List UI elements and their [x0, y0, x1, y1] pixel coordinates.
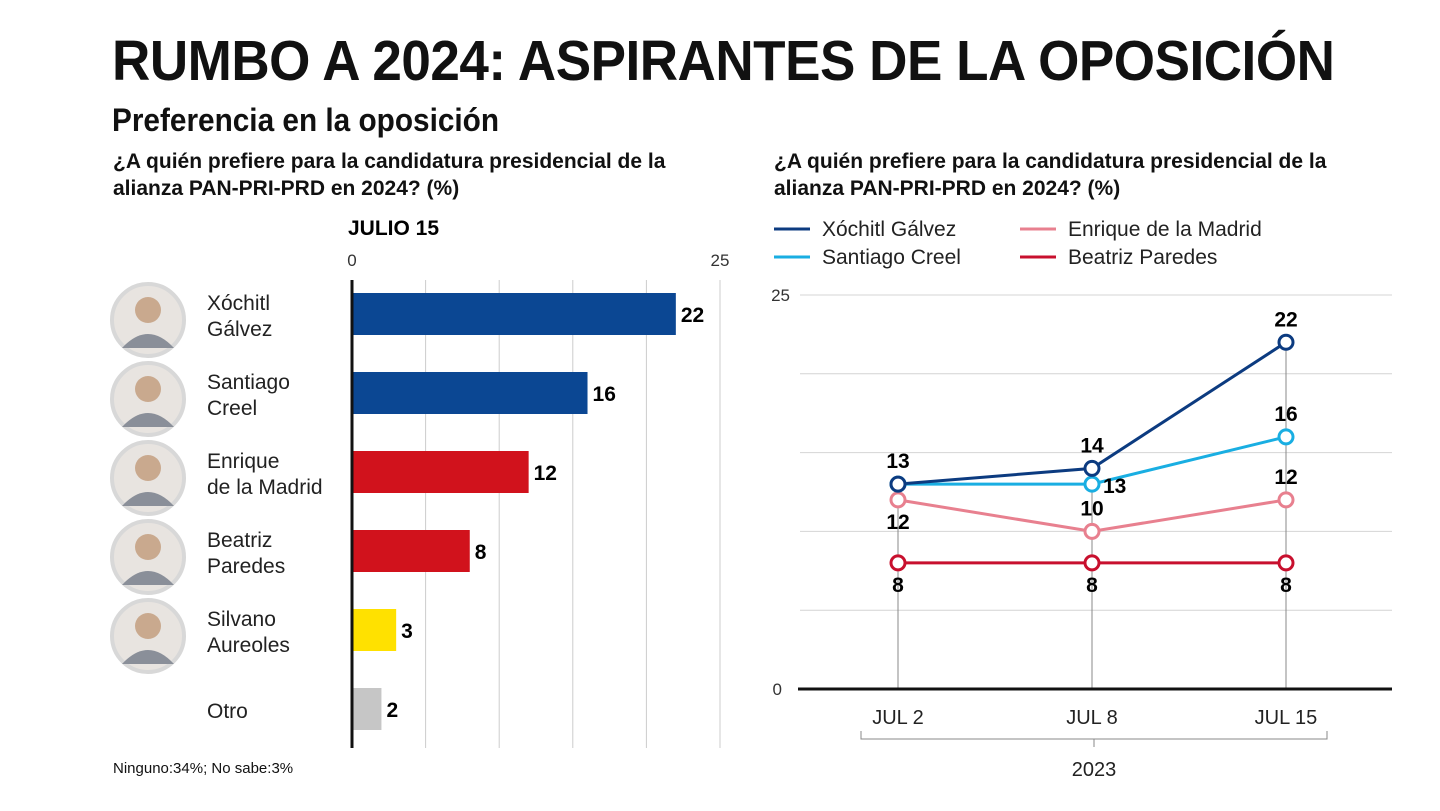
category-label: de la Madrid — [207, 476, 323, 499]
legend-label: Enrique de la Madrid — [1068, 218, 1262, 241]
category-label: Xóchitl — [207, 292, 270, 315]
data-point — [1277, 554, 1295, 572]
y-tick-label: 25 — [771, 286, 790, 305]
data-label: 12 — [886, 511, 909, 534]
x-tick-label: 0 — [347, 251, 356, 270]
category-label: Creel — [207, 397, 257, 420]
line-chart-question: ¿A quién prefiere para la candidatura pr… — [774, 150, 1327, 200]
data-point — [889, 554, 907, 572]
data-point — [1277, 428, 1295, 446]
candidate-shoulders-icon — [122, 492, 174, 506]
bar-chart-title: JULIO 15 — [348, 217, 439, 240]
year-bracket — [860, 731, 1328, 747]
data-label: 22 — [681, 304, 704, 327]
candidate-face-icon — [135, 534, 161, 560]
bar — [352, 530, 470, 572]
candidate-face-icon — [135, 297, 161, 323]
category-label: Gálvez — [207, 318, 272, 341]
x-axis-label: 2023 — [1072, 759, 1117, 781]
data-point — [889, 491, 907, 509]
category-label: Santiago — [207, 371, 290, 394]
candidate-shoulders-icon — [122, 571, 174, 585]
bar — [352, 688, 382, 730]
data-label: 13 — [886, 450, 909, 473]
data-label: 13 — [1103, 475, 1126, 498]
data-label: 12 — [1274, 466, 1297, 489]
category-label: Beatriz — [207, 529, 272, 552]
legend-label: Beatriz Paredes — [1068, 246, 1217, 269]
data-point — [1277, 333, 1295, 351]
legend-label: Xóchitl Gálvez — [822, 218, 956, 241]
category-label: Aureoles — [207, 634, 290, 657]
category-label: Silvano — [207, 608, 276, 631]
data-label: 16 — [1274, 403, 1297, 426]
candidate-shoulders-icon — [122, 413, 174, 427]
data-point — [1083, 475, 1101, 493]
data-point — [889, 475, 907, 493]
category-label: Otro — [207, 700, 248, 723]
x-tick-label: JUL 15 — [1255, 707, 1318, 729]
candidate-face-icon — [135, 613, 161, 639]
x-tick-label: JUL 8 — [1066, 707, 1118, 729]
y-tick-label: 0 — [773, 680, 782, 699]
candidate-shoulders-icon — [122, 334, 174, 348]
data-point — [1083, 522, 1101, 540]
bar — [352, 372, 588, 414]
page-subtitle: Preferencia en la oposición — [112, 102, 500, 138]
category-label: Paredes — [207, 555, 285, 578]
data-label: 14 — [1080, 434, 1104, 457]
data-label: 3 — [401, 620, 413, 643]
data-label: 2 — [386, 699, 398, 722]
candidate-face-icon — [135, 455, 161, 481]
data-label: 8 — [475, 541, 487, 564]
bar — [352, 609, 397, 651]
bar — [352, 451, 529, 493]
data-point — [1083, 459, 1101, 477]
bar-chart-question: ¿A quién prefiere para la candidatura pr… — [113, 150, 666, 200]
legend-label: Santiago Creel — [822, 246, 961, 269]
page-title: RUMBO A 2024: ASPIRANTES DE LA OPOSICIÓN — [112, 29, 1335, 93]
data-label: 16 — [593, 383, 616, 406]
data-label: 8 — [892, 574, 904, 597]
candidate-shoulders-icon — [122, 650, 174, 664]
data-label: 8 — [1280, 574, 1292, 597]
x-tick-label: 25 — [711, 251, 730, 270]
category-label: Enrique — [207, 450, 279, 473]
x-tick-label: JUL 2 — [872, 707, 924, 729]
data-point — [1277, 491, 1295, 509]
data-point — [1083, 554, 1101, 572]
bar — [352, 293, 676, 335]
candidate-face-icon — [135, 376, 161, 402]
footnote: Ninguno:34%; No sabe:3% — [113, 760, 294, 777]
data-label: 22 — [1274, 308, 1297, 331]
data-label: 10 — [1080, 497, 1103, 520]
data-label: 12 — [534, 462, 557, 485]
data-label: 8 — [1086, 574, 1098, 597]
